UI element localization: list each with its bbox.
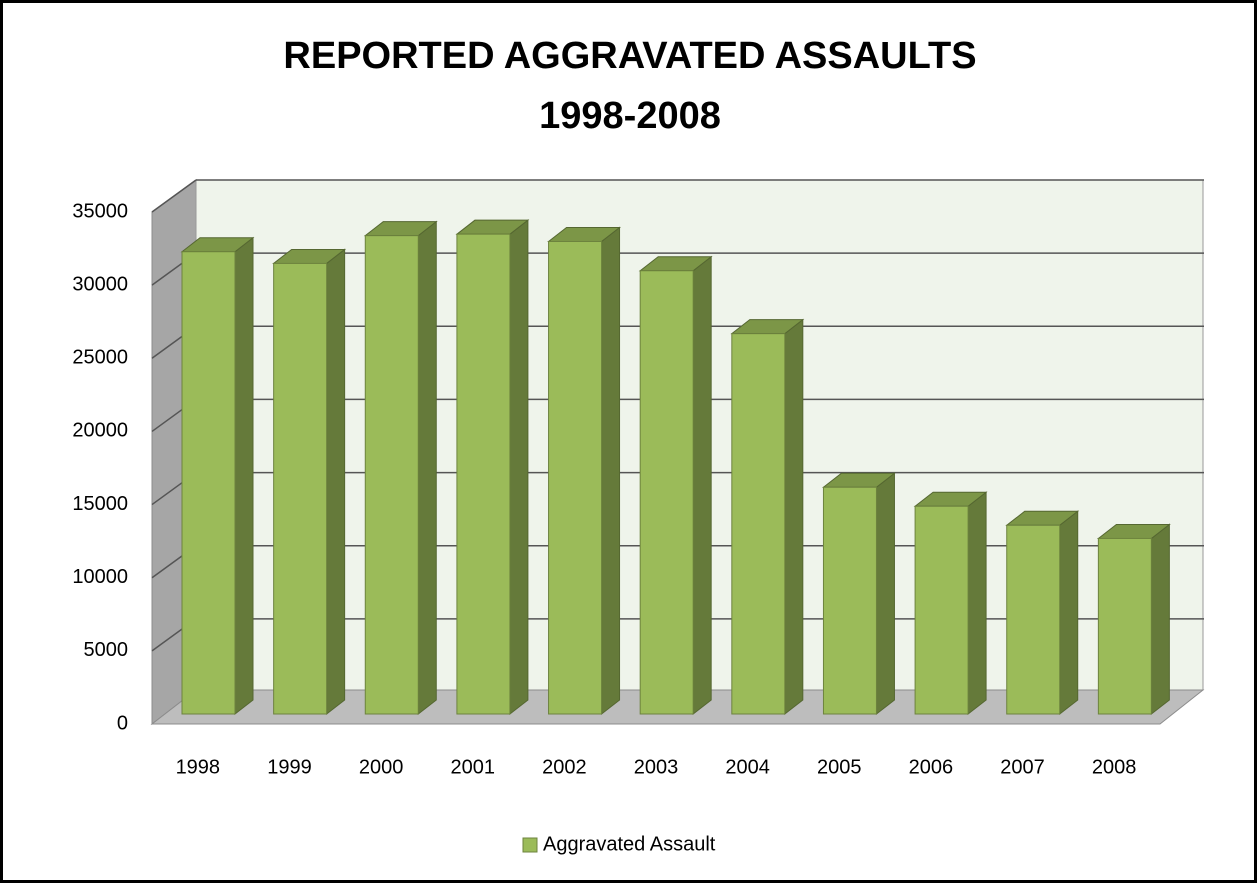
- x-tick-label: 1999: [267, 756, 312, 778]
- chart-title: 1998-2008: [539, 95, 721, 137]
- bar-side: [326, 248, 346, 716]
- x-tick-label: 2008: [1092, 756, 1137, 778]
- x-tick-label: 2005: [817, 756, 862, 778]
- y-tick-label: 25000: [72, 347, 128, 369]
- bar-side: [601, 226, 621, 716]
- legend-label: Aggravated Assault: [543, 833, 716, 855]
- bar-side: [417, 220, 437, 716]
- bar: [822, 486, 877, 715]
- x-tick-label: 2001: [450, 756, 495, 778]
- x-tick-label: 2000: [359, 756, 404, 778]
- x-tick-label: 2004: [725, 756, 770, 778]
- bar-side: [692, 255, 712, 716]
- y-tick-label: 20000: [72, 420, 128, 442]
- bar: [914, 505, 969, 715]
- bar-side: [509, 219, 529, 716]
- bar: [731, 333, 786, 715]
- bar-side: [1150, 523, 1170, 716]
- bar: [181, 251, 236, 715]
- x-tick-label: 2007: [1000, 756, 1045, 778]
- y-tick-label: 5000: [84, 639, 129, 661]
- grid-line: [151, 179, 197, 213]
- y-tick-label: 30000: [72, 273, 128, 295]
- x-tick-label: 2003: [634, 756, 679, 778]
- bar: [1097, 537, 1152, 715]
- bar: [364, 235, 419, 715]
- bar: [639, 270, 694, 715]
- bar: [273, 262, 328, 715]
- bar: [548, 240, 603, 715]
- bar: [1006, 524, 1061, 715]
- y-tick-label: 0: [117, 712, 128, 734]
- legend-swatch: [522, 837, 538, 853]
- x-tick-label: 1998: [176, 756, 221, 778]
- bar-side: [784, 318, 804, 716]
- y-tick-label: 10000: [72, 566, 128, 588]
- bar-side: [234, 236, 254, 716]
- x-tick-label: 2006: [909, 756, 954, 778]
- bar: [456, 233, 511, 715]
- bar-side: [875, 472, 895, 716]
- y-tick-label: 35000: [72, 200, 128, 222]
- y-tick-label: 15000: [72, 493, 128, 515]
- bar-side: [967, 491, 987, 716]
- chart-title: REPORTED AGGRAVATED ASSAULTS: [283, 35, 976, 77]
- x-tick-label: 2002: [542, 756, 587, 778]
- bar-side: [1059, 510, 1079, 716]
